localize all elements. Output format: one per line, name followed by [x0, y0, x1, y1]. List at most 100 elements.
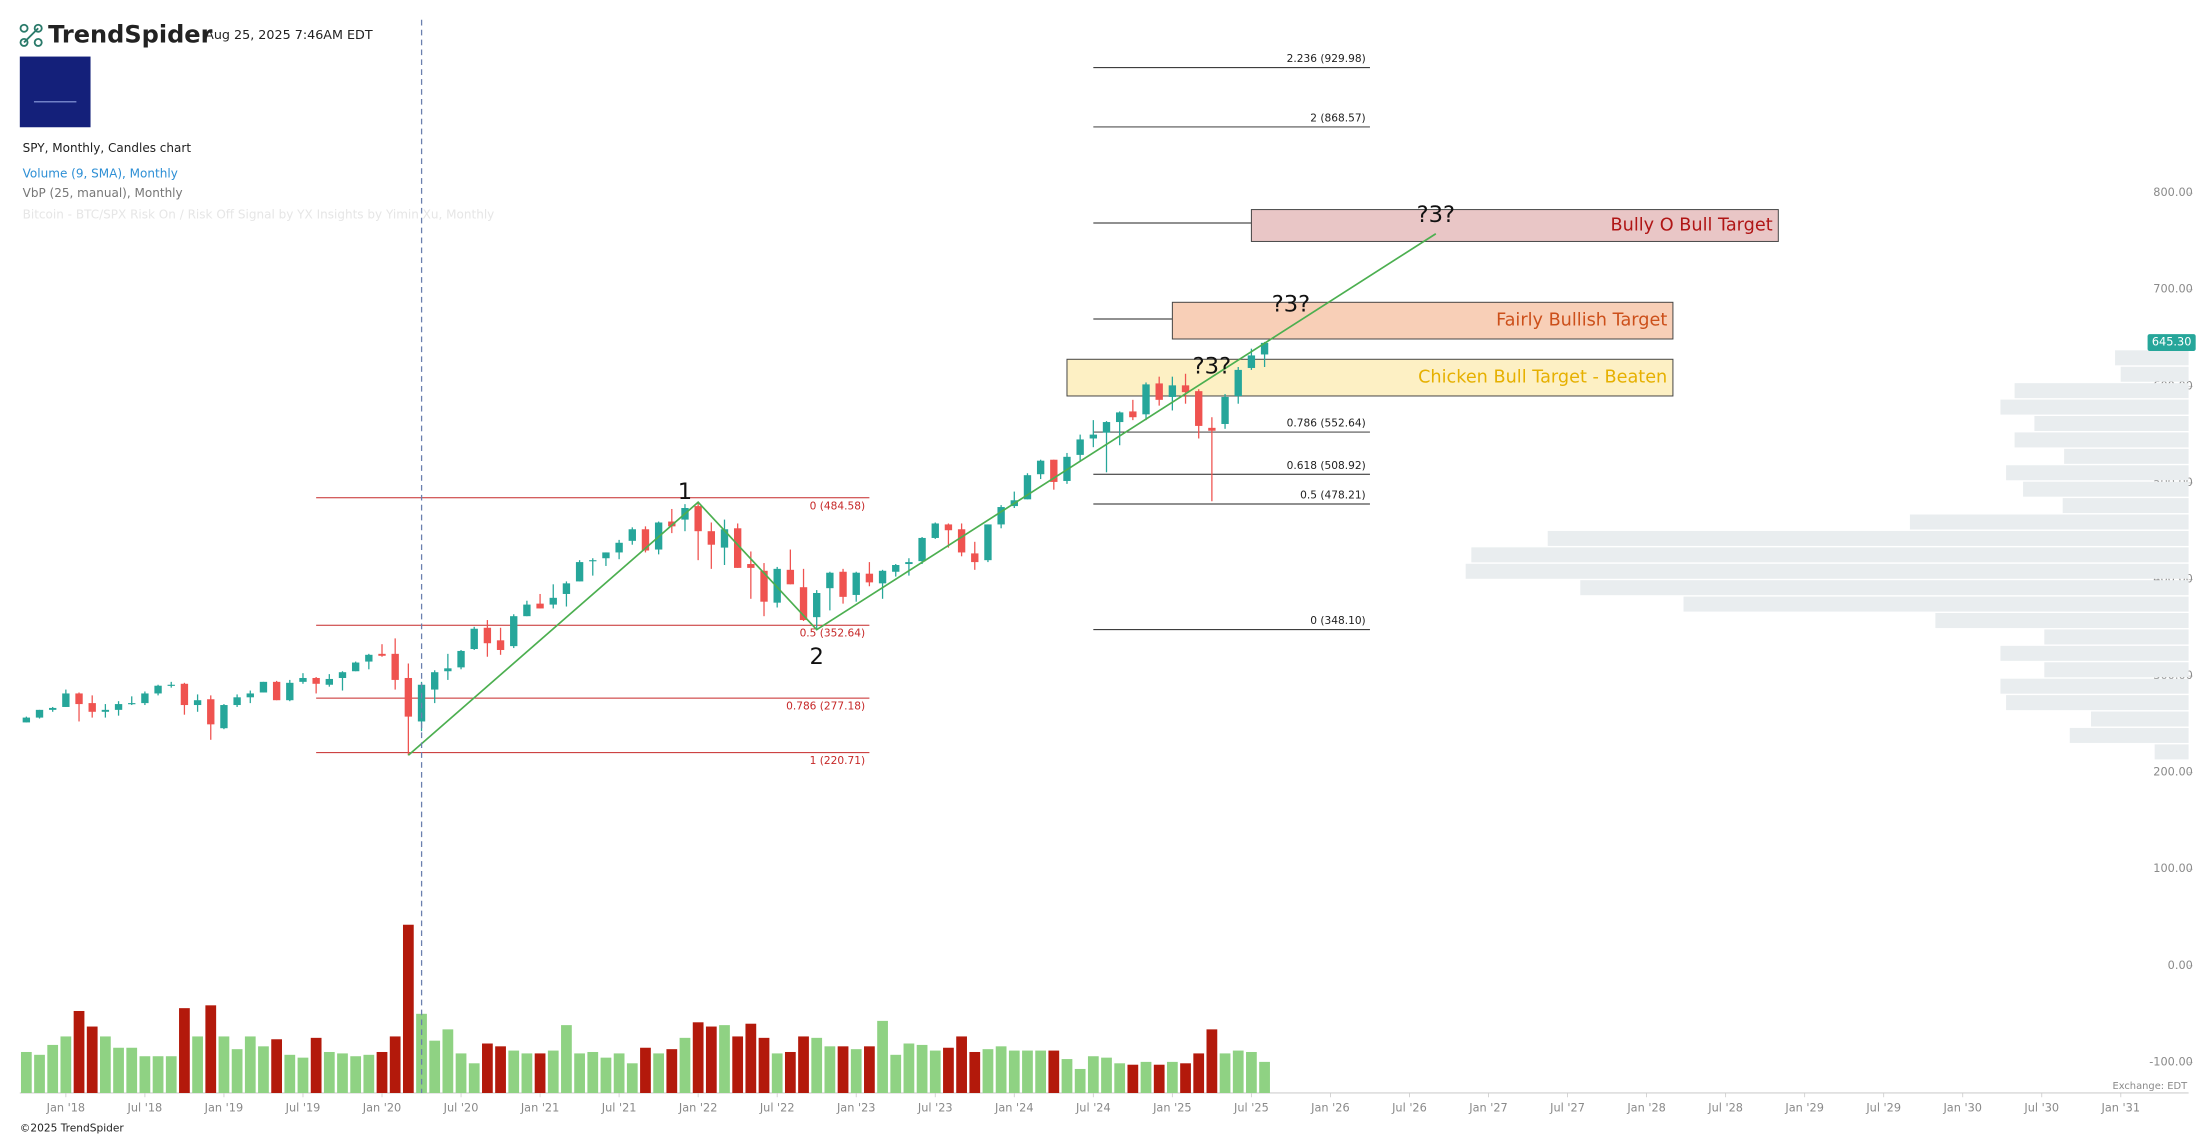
- y-tick-label: -100.00: [2149, 1055, 2193, 1068]
- logo-icon: [19, 23, 43, 47]
- volume-profile-bar: [2044, 629, 2189, 645]
- candle-body: [733, 528, 742, 568]
- candle-body: [984, 524, 992, 561]
- volume-bar: [956, 1036, 967, 1093]
- volume-bar: [903, 1043, 915, 1093]
- volume-bar: [20, 1051, 32, 1093]
- volume-bar: [561, 1025, 572, 1093]
- candle-body: [22, 717, 31, 723]
- volume-bar: [350, 1056, 362, 1093]
- y-tick-label: 100.00: [2153, 862, 2193, 875]
- x-tick-label: Jul '22: [759, 1102, 795, 1115]
- volume-bar: [1087, 1056, 1099, 1093]
- chart-title: SPY, Monthly, Candles chart: [23, 141, 192, 155]
- candle-body: [641, 529, 650, 551]
- candle-body: [141, 693, 149, 704]
- volume-bar: [1232, 1050, 1244, 1093]
- candle-body: [338, 672, 347, 678]
- candle-body: [957, 529, 966, 553]
- volume-profile-bar: [1909, 514, 2189, 530]
- volume-bar: [877, 1020, 888, 1093]
- x-tick-label: Jan '25: [1152, 1102, 1192, 1115]
- fib-label: 0.786 (277.18): [786, 701, 865, 713]
- volume-bar: [323, 1051, 335, 1093]
- x-tick-label: Jul '26: [1391, 1102, 1427, 1115]
- volume-bar: [60, 1036, 72, 1093]
- candle-body: [1142, 384, 1150, 415]
- volume-bar: [192, 1036, 203, 1093]
- candle-body: [971, 553, 979, 563]
- volume-bar: [811, 1037, 823, 1093]
- volume-bar: [113, 1047, 124, 1093]
- volume-bar: [1180, 1063, 1191, 1093]
- volume-bar: [179, 1008, 190, 1093]
- volume-bar: [1140, 1061, 1152, 1093]
- candle-body: [1221, 396, 1229, 424]
- x-tick-label: Jul '27: [1549, 1102, 1585, 1115]
- candle-body: [905, 562, 913, 565]
- candle-body: [1023, 475, 1032, 500]
- volume-bar: [297, 1057, 309, 1093]
- fib-label: 0.618 (508.92): [1287, 460, 1366, 472]
- brand: TrendSpider: [48, 20, 213, 48]
- candle-body: [575, 562, 584, 582]
- candle-body: [931, 523, 939, 538]
- candle-body: [615, 542, 623, 553]
- volume-profile-bar: [2006, 695, 2189, 711]
- volume-bar: [784, 1051, 796, 1093]
- volume-bar: [666, 1049, 678, 1093]
- candle-body: [1102, 422, 1111, 433]
- x-tick-label: Jul '30: [2023, 1102, 2059, 1115]
- candle-body: [773, 568, 781, 603]
- candle-body: [826, 572, 834, 589]
- wave-label: 2: [810, 644, 824, 670]
- volume-bar: [626, 1063, 638, 1093]
- wave-label: ?3?: [1272, 292, 1310, 318]
- volume-bar: [1048, 1050, 1060, 1093]
- indicator: Bitcoin - BTC/SPX Risk On / Risk Off Sig…: [23, 207, 495, 221]
- volume-profile-bar: [2090, 711, 2189, 727]
- candle-body: [1036, 460, 1045, 475]
- volume-bar: [824, 1046, 836, 1093]
- exchange-note: Exchange: EDT: [2112, 1081, 2188, 1092]
- y-tick-label: 800.00: [2153, 186, 2193, 199]
- candle-body: [589, 560, 597, 562]
- volume-bar: [86, 1026, 98, 1093]
- x-tick-label: Jan '23: [836, 1102, 876, 1115]
- volume-bar: [916, 1044, 928, 1093]
- volume-profile-bar: [2062, 498, 2189, 514]
- volume-bar: [1022, 1050, 1033, 1093]
- timestamp: Aug 25, 2025 7:46AM EDT: [205, 27, 373, 42]
- candle-body: [391, 653, 399, 680]
- x-tick-label: Jul '21: [601, 1102, 637, 1115]
- volume-profile-bar: [2069, 727, 2189, 743]
- volume-bar: [850, 1049, 862, 1093]
- volume-bar: [376, 1051, 388, 1093]
- volume-bar: [574, 1053, 585, 1093]
- volume-bar: [34, 1054, 45, 1093]
- volume-profile-bar: [2044, 662, 2189, 678]
- candle-body: [839, 571, 847, 597]
- candle-body: [101, 709, 110, 712]
- candle-body: [549, 597, 557, 605]
- copyright: ©2025 TrendSpider: [20, 1122, 125, 1134]
- volume-bar: [1074, 1068, 1086, 1093]
- candle-body: [457, 650, 465, 668]
- candle-body: [878, 570, 887, 584]
- candle-body: [747, 564, 755, 568]
- candle-body: [1050, 459, 1058, 482]
- volume-bar: [864, 1046, 875, 1093]
- candle-body: [523, 604, 531, 617]
- volume-bar: [139, 1056, 151, 1093]
- volume-profile-bar: [2014, 383, 2189, 399]
- volume-bar: [284, 1054, 296, 1093]
- fib-label: 0.5 (478.21): [1300, 489, 1366, 501]
- x-tick-label: Jan '28: [1626, 1102, 1666, 1115]
- target-zone: [1171, 301, 1674, 340]
- volume-profile-bar: [1471, 547, 2189, 563]
- candle-body: [444, 668, 452, 672]
- volume-bar: [1101, 1057, 1112, 1093]
- x-tick-label: Jul '23: [917, 1102, 953, 1115]
- candle-body: [88, 703, 96, 712]
- x-tick-label: Jan '20: [362, 1102, 402, 1115]
